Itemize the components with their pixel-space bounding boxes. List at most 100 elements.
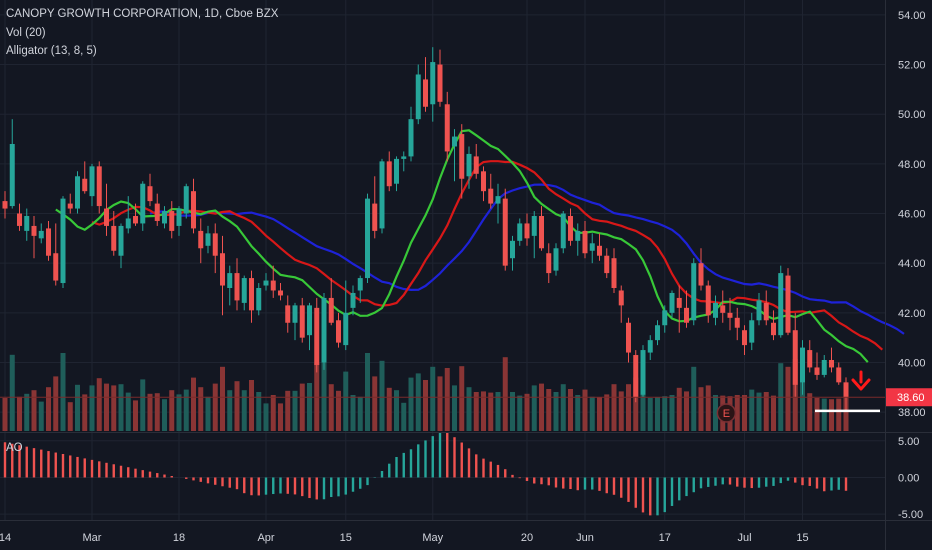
volume-bar (481, 391, 486, 431)
candle-body (452, 136, 457, 147)
candle-body (299, 305, 305, 338)
volume-bar (684, 391, 689, 431)
candle-body (75, 176, 80, 209)
candle-body (292, 305, 298, 323)
volume-bar (589, 396, 595, 431)
volume-bar (473, 392, 479, 431)
price-tick-label: 46.00 (898, 209, 926, 221)
volume-bar (452, 385, 457, 431)
volume-bar (241, 390, 247, 431)
volume-bar (575, 395, 581, 431)
down-arrow-icon (851, 370, 871, 391)
candle-body (785, 275, 791, 333)
candle-body (553, 248, 559, 271)
candle-body (31, 225, 37, 236)
ao-tick-label: -5.00 (898, 509, 923, 521)
candle-body (357, 278, 363, 291)
ao-tick-label: 5.00 (898, 436, 919, 448)
volume-bar (140, 379, 146, 431)
volume-bar (771, 395, 776, 431)
volume-bar (212, 383, 218, 431)
candle-body (763, 302, 769, 321)
candle-body (24, 216, 30, 231)
candle-body (379, 161, 385, 229)
candle-body (162, 211, 167, 224)
alligator-legend[interactable]: Alligator (13, 8, 5) (6, 45, 97, 57)
volume-bar (604, 394, 610, 431)
volume-bar (785, 366, 791, 431)
volume-bar (343, 371, 349, 431)
candle-body (727, 312, 733, 318)
earnings-marker (716, 403, 737, 423)
candle-body (2, 201, 8, 209)
volume-bar (125, 392, 131, 431)
candle-body (517, 223, 523, 241)
candle-body (314, 307, 320, 365)
volume-bar (82, 394, 88, 431)
volume-bar (162, 399, 167, 431)
time-tick-label: May (422, 532, 443, 544)
candle-body (9, 144, 15, 207)
candle-body (125, 218, 131, 229)
volume-bar (46, 387, 51, 431)
candle-body (778, 273, 784, 336)
price-tick-label: 54.00 (898, 10, 926, 22)
candle-body (118, 225, 124, 256)
ao-legend[interactable]: AO (6, 442, 23, 454)
candle-body (46, 228, 51, 256)
volume-bar (430, 366, 436, 431)
volume-bar (502, 357, 508, 431)
volume-bar (676, 387, 682, 431)
candle-body (821, 360, 827, 375)
alligator-teeth-line (91, 160, 884, 351)
candle-body (647, 340, 653, 353)
volume-bar (53, 376, 59, 431)
volume-bar (307, 383, 312, 431)
volume-bar (618, 391, 624, 431)
time-tick-label: Jul (737, 532, 751, 544)
volume-bar (626, 384, 631, 431)
volume-bar (647, 398, 653, 431)
time-tick-label: 17 (659, 532, 671, 544)
candle-body (220, 253, 225, 286)
volume-bar (379, 360, 385, 431)
volume-bar (553, 392, 559, 431)
candle-body (502, 198, 508, 266)
volume-bar (321, 360, 327, 431)
volume-bar (89, 385, 95, 431)
earnings-marker-label: E (723, 408, 730, 420)
volume-bar (31, 390, 37, 431)
volume-bar (2, 398, 8, 431)
candle-body (705, 285, 711, 316)
candle-body (111, 225, 117, 251)
volume-bar (147, 393, 153, 431)
candle-body (430, 62, 436, 105)
price-tick-label: 42.00 (898, 308, 926, 320)
candle-body (531, 216, 537, 236)
chart-title: CANOPY GROWTH CORPORATION, 1D, Cboe BZX (6, 8, 279, 20)
volume-bar (633, 377, 639, 431)
candle-body (133, 216, 138, 224)
volume-bar (336, 390, 341, 431)
volume-bar (176, 394, 182, 431)
volume-bar (611, 384, 617, 431)
candle-body (575, 230, 581, 241)
candle-body (176, 208, 182, 226)
volume-bar (24, 393, 30, 431)
candle-body (473, 156, 479, 174)
volume-bar (263, 403, 269, 431)
volume-bar (510, 392, 515, 431)
candle-body (394, 158, 399, 184)
candle-body (640, 350, 646, 395)
candle-body (169, 211, 175, 231)
candle-body (198, 230, 204, 249)
volume-legend[interactable]: Vol (20) (6, 27, 46, 39)
volume-bar (531, 385, 537, 431)
candle-body (285, 305, 291, 323)
awesome-oscillator-bars (3, 432, 848, 516)
volume-bar (191, 377, 196, 431)
volume-bar (821, 398, 827, 431)
last-price-label: 38.60 (897, 392, 925, 404)
